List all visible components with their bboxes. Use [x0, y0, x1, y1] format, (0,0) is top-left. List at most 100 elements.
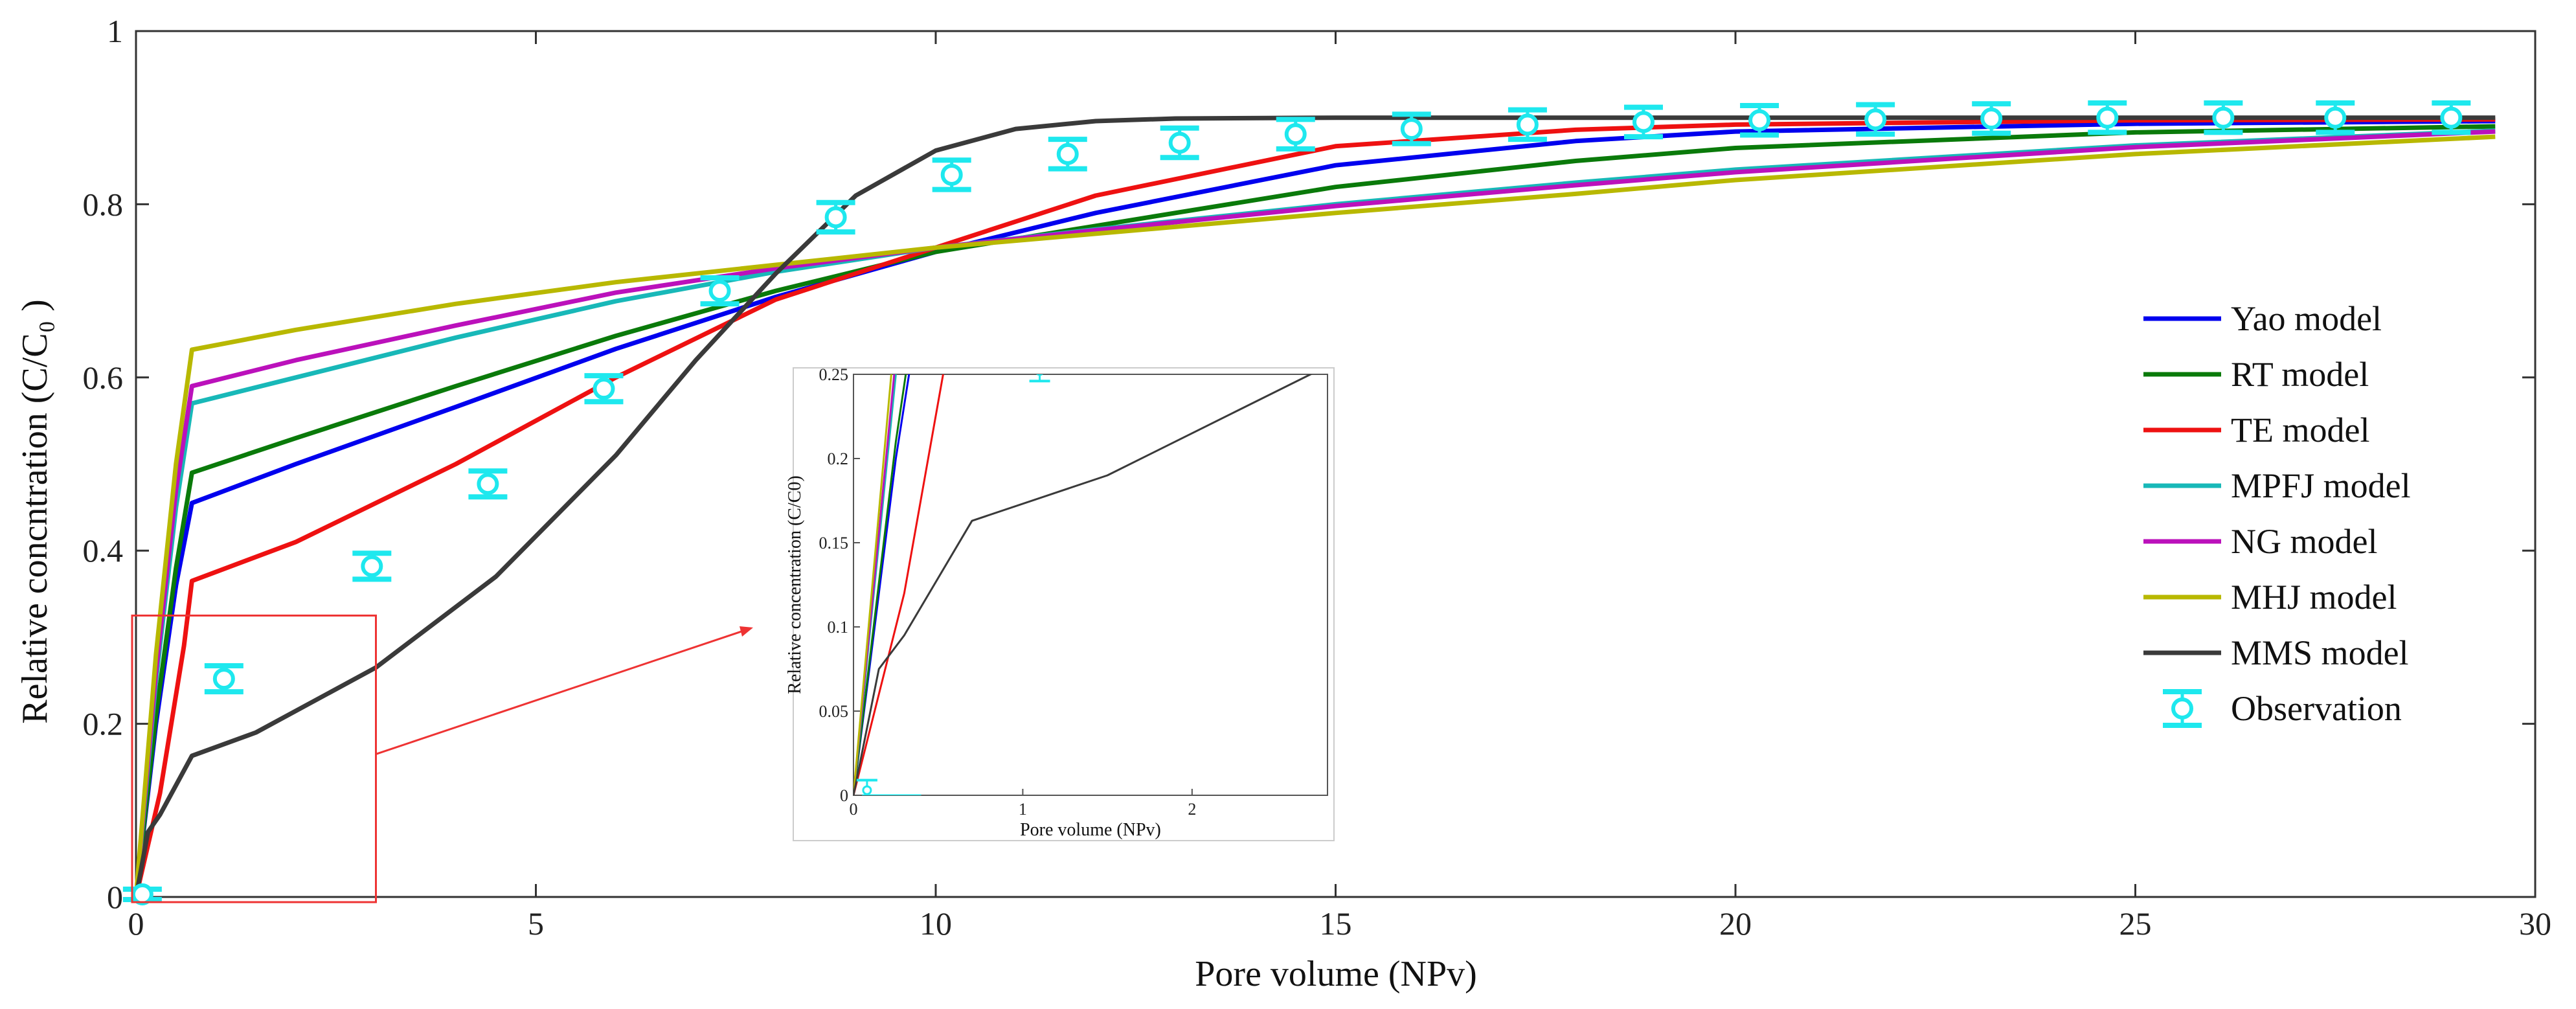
zoom-box [131, 614, 377, 903]
inset-y-tick-label: 0.25 [819, 365, 849, 384]
observation-point [1623, 104, 1663, 140]
zoom-arrow [376, 627, 752, 755]
observation-marker [1980, 108, 2003, 130]
inset-x-tick-label: 2 [1188, 800, 1196, 819]
legend-label-ng-model: NG model [2231, 522, 2377, 561]
observation-point [2204, 100, 2243, 135]
inset-observation-marker [862, 785, 872, 795]
inset-observation-point [1029, 374, 1050, 383]
observation-marker [361, 555, 383, 578]
inset-y-tick-label: 0.05 [819, 702, 849, 721]
inset-background [793, 367, 1335, 841]
x-axis-label: Pore volume (NPv) [1195, 954, 1477, 994]
observation-point [1276, 117, 1315, 152]
inset-x-tick-label: 0 [850, 800, 858, 819]
observation-point [2088, 100, 2127, 135]
y-tick-label: 0.4 [83, 532, 124, 569]
legend-label-mms-model: MMS model [2231, 633, 2409, 672]
series-line-rt-model [133, 124, 2496, 898]
legend-label-yao-model: Yao model [2231, 299, 2382, 338]
observation-point [2432, 100, 2471, 135]
observation-point [932, 157, 971, 192]
inset-y-tick-label: 0.2 [828, 449, 849, 468]
inset-x-tick-label: 1 [1019, 800, 1027, 819]
x-tick-label: 25 [2119, 905, 2152, 942]
observation-marker [1168, 131, 1191, 154]
legend-label-mhj-model: MHJ model [2231, 578, 2397, 617]
observation-marker [2212, 106, 2235, 129]
observation-marker [824, 206, 847, 229]
inset-y-tick-label: 0.1 [828, 618, 849, 637]
observation-marker [2096, 106, 2119, 129]
inset-series-line-mms-model [853, 374, 1313, 795]
legend-label-rt-model: RT model [2231, 355, 2369, 394]
observation-point [700, 275, 740, 307]
inset-x-axis-label: Pore volume (NPv) [1020, 820, 1161, 840]
observation-marker [1400, 118, 1423, 141]
inset-frame [853, 374, 1328, 796]
observation-point [204, 663, 243, 695]
observation-point [584, 373, 624, 405]
series-line-ng-model [133, 129, 2496, 898]
legend: Yao model RT model TE model MPFJ model NG mo… [2143, 299, 2411, 728]
inset-y-tick-label: 0 [840, 786, 848, 805]
series-line-yao-model [133, 119, 2496, 898]
y-tick-label: 0.8 [83, 186, 124, 222]
inset-series-group [853, 374, 1313, 795]
series-line-te-model [133, 117, 2496, 898]
observation-marker [131, 883, 153, 905]
observation-marker [212, 668, 235, 690]
observation-marker [708, 280, 731, 302]
y-tick-label: 0.6 [83, 359, 124, 396]
y-tick-label: 0 [107, 879, 123, 915]
zoom-arrow-head [740, 626, 753, 637]
legend-label-observation: Observation [2231, 689, 2402, 728]
inset-plot: 0 1 2 0 0.05 0.1 0.15 0.2 0.25 Pore volume (NPv) R… [785, 365, 1335, 841]
observation-marker [2440, 106, 2463, 129]
inset-y-axis-label: Relative concentration (C/C0) [785, 475, 805, 694]
x-tick-label: 30 [2519, 905, 2551, 942]
observation-marker [1632, 111, 1655, 133]
observation-marker [1056, 142, 1079, 165]
observation-marker [1864, 108, 1887, 131]
observation-point [1972, 101, 2011, 136]
observation-point [122, 883, 162, 905]
observation-marker [1516, 113, 1539, 136]
legend-obs-marker [2171, 697, 2193, 720]
observation-marker [2324, 106, 2347, 129]
observation-point [1048, 137, 1087, 172]
x-tick-label: 10 [920, 905, 952, 942]
series-line-mhj-model [133, 134, 2496, 898]
x-tick-label: 20 [1719, 905, 1752, 942]
x-tick-label: 15 [1320, 905, 1352, 942]
observation-point [2316, 100, 2355, 135]
observation-marker [1748, 109, 1771, 131]
observation-point [1856, 102, 1895, 137]
observation-point [1160, 125, 1199, 161]
observation-marker [940, 163, 963, 186]
x-tick-label: 0 [128, 905, 144, 942]
observation-point [1740, 102, 1779, 138]
observation-point [1392, 111, 1431, 146]
main-plot-frame [135, 30, 2536, 898]
observation-point [352, 550, 392, 582]
series-line-mms-model [133, 115, 2496, 898]
observation-point [816, 199, 855, 235]
inset-observation-marker [1036, 374, 1043, 376]
observation-marker [1284, 123, 1307, 146]
y-tick-label: 0.2 [83, 706, 124, 742]
inset-y-tick-label: 0.15 [819, 534, 849, 552]
inset-observation-point [856, 778, 877, 795]
y-tick-label: 1 [107, 13, 123, 49]
main-series-group [133, 115, 2496, 898]
zoom-indicator [131, 614, 753, 903]
legend-label-te-model: TE model [2231, 411, 2369, 449]
y-axis-label: Relative concntration (C/C₀ ) [15, 299, 55, 724]
legend-label-mpfj-model: MPFJ model [2231, 466, 2411, 505]
observation-marker [477, 473, 499, 495]
observation-point [468, 468, 508, 500]
observation-point [1508, 107, 1547, 142]
x-tick-label: 5 [528, 905, 544, 942]
